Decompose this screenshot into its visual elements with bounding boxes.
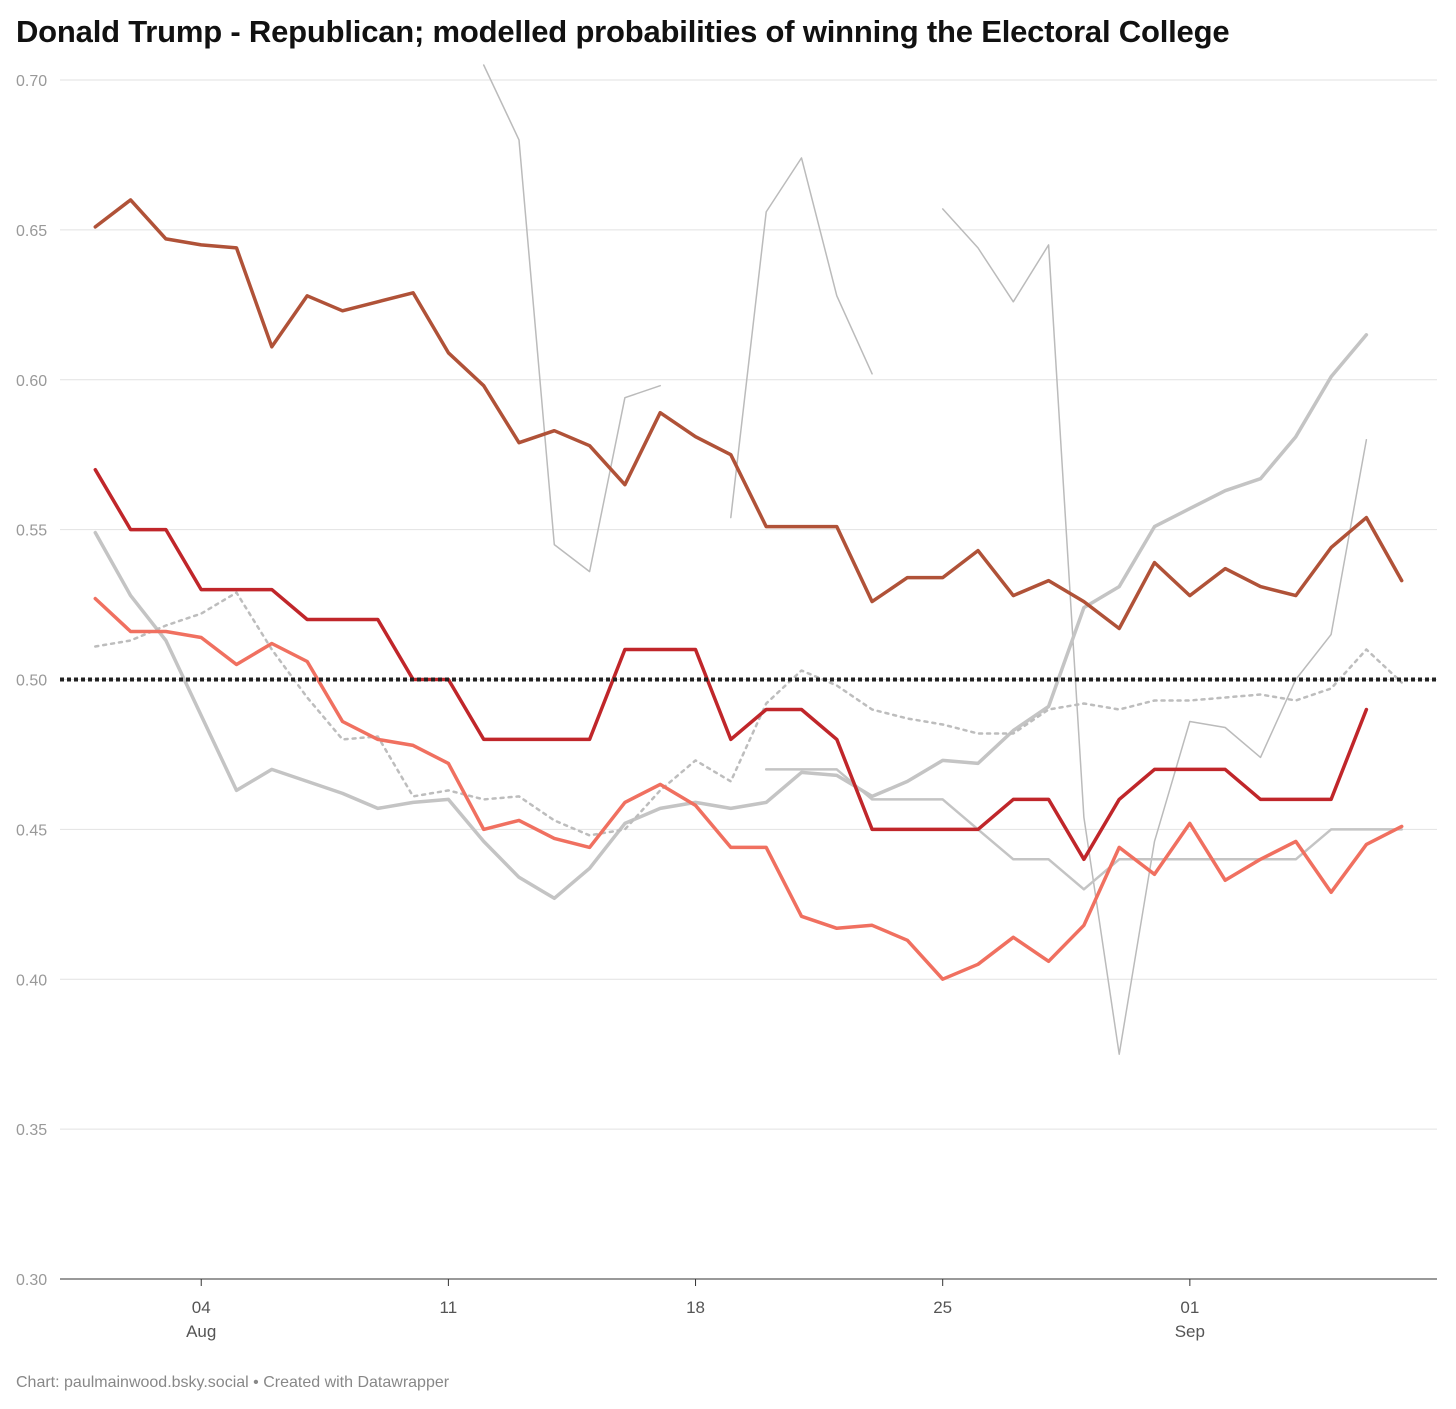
series-lines xyxy=(93,64,1404,1055)
grid-lines xyxy=(60,79,1437,1280)
y-tick-label: 0.40 xyxy=(16,972,47,989)
x-tick-label: 04 xyxy=(192,1298,211,1317)
chart-title: Donald Trump - Republican; modelled prob… xyxy=(16,14,1230,49)
x-tick-label: 11 xyxy=(440,1298,458,1317)
x-axis-ticks: 04 Aug 11 18 25 01 Sep xyxy=(186,1279,1205,1341)
x-tick-sublabel: Aug xyxy=(186,1322,216,1341)
x-tick-label: 25 xyxy=(933,1298,952,1317)
y-tick-label: 0.45 xyxy=(16,822,47,839)
y-tick-label: 0.55 xyxy=(16,523,47,540)
series-line-5 xyxy=(764,768,1403,891)
x-tick-label: 01 xyxy=(1180,1298,1199,1317)
y-tick-label: 0.30 xyxy=(16,1272,47,1289)
y-tick-label: 0.50 xyxy=(16,673,47,690)
y-axis-ticks: 0.70 0.65 0.60 0.55 0.50 0.45 0.40 0.35 0.30 xyxy=(16,73,47,1289)
series-line-7 xyxy=(93,596,1404,981)
y-tick-label: 0.70 xyxy=(16,73,47,90)
series-line-1 xyxy=(482,64,661,573)
y-tick-label: 0.65 xyxy=(16,223,47,240)
chart-footer: Chart: paulmainwood.bsky.social • Create… xyxy=(16,1374,450,1391)
series-line-2 xyxy=(730,157,873,519)
series-line-3 xyxy=(941,208,1368,1055)
y-tick-label: 0.60 xyxy=(16,373,47,390)
series-line-4 xyxy=(93,333,1369,901)
y-tick-label: 0.35 xyxy=(16,1122,47,1139)
series-line-8 xyxy=(93,467,1369,862)
x-tick-label: 18 xyxy=(686,1298,705,1317)
series-line-9 xyxy=(93,198,1404,631)
x-tick-sublabel: Sep xyxy=(1175,1322,1205,1341)
series-line-6 xyxy=(94,591,1403,837)
